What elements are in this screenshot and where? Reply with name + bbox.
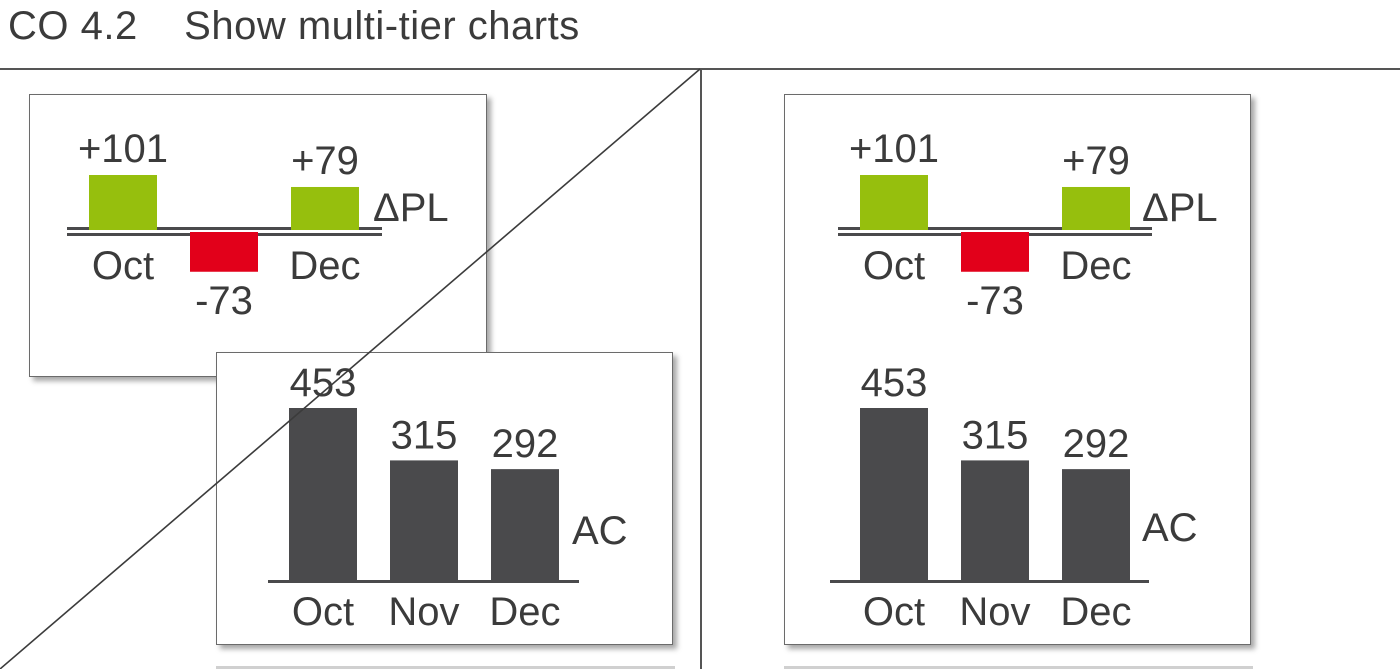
right-delta-axis-line-upper <box>838 227 1152 230</box>
right-ac-value-label-oct: 453 <box>861 361 928 405</box>
left-delta-category-label-oct: Oct <box>92 244 154 288</box>
right-delta-category-label-oct: Oct <box>863 244 925 288</box>
right-ac-bar-nov <box>961 460 1029 580</box>
left-delta-panel: +101 Oct -73 +79 Dec ΔPL <box>29 94 487 377</box>
left-delta-bar-nov <box>190 232 258 272</box>
left-ac-bar-nov <box>390 460 458 580</box>
left-ac-panel: 453 Oct 315 Nov 292 Dec AC <box>216 352 673 645</box>
right-delta-bar-oct <box>860 175 928 230</box>
vertical-divider <box>700 69 702 669</box>
left-ac-axis-line <box>268 580 579 583</box>
left-delta-bar-dec <box>291 186 359 230</box>
right-delta-bar-dec <box>1062 186 1130 230</box>
left-ac-series-label: AC <box>572 509 628 553</box>
right-ac-category-label-oct: Oct <box>863 590 925 634</box>
left-ac-category-label-dec: Dec <box>489 590 560 634</box>
right-delta-category-label-dec: Dec <box>1060 244 1131 288</box>
right-delta-series-label: ΔPL <box>1142 186 1218 230</box>
right-next-panel-edge <box>784 666 1253 669</box>
left-ac-chart: 453 Oct 315 Nov 292 Dec AC <box>268 361 628 634</box>
right-ac-bar-oct <box>860 408 928 580</box>
right-delta-value-label-nov: -73 <box>966 279 1024 323</box>
left-ac-value-label-nov: 315 <box>391 413 458 457</box>
left-delta-bar-oct <box>89 175 157 230</box>
right-ac-axis-line <box>830 580 1149 583</box>
left-ac-bar-oct <box>289 408 357 580</box>
left-ac-bar-dec <box>491 469 559 580</box>
right-ac-value-label-dec: 292 <box>1063 422 1130 466</box>
right-combined-panel: +101 Oct -73 +79 Dec ΔPL 453 Oct 315 Nov 292 Dec AC <box>784 94 1251 645</box>
left-ac-value-label-dec: 292 <box>492 422 559 466</box>
left-delta-category-label-dec: Dec <box>289 244 360 288</box>
left-delta-series-label: ΔPL <box>373 186 449 230</box>
right-delta-value-label-oct: +101 <box>849 127 939 171</box>
right-ac-category-label-dec: Dec <box>1060 590 1131 634</box>
right-delta-bar-nov <box>961 232 1029 272</box>
right-ac-series-label: AC <box>1142 506 1198 550</box>
right-ac-category-label-nov: Nov <box>959 590 1030 634</box>
left-ac-category-label-oct: Oct <box>292 590 354 634</box>
left-delta-value-label-nov: -73 <box>195 279 253 323</box>
page-title: CO 4.2 Show multi-tier charts <box>8 4 580 48</box>
left-ac-category-label-nov: Nov <box>388 590 459 634</box>
right-ac-bar-dec <box>1062 469 1130 580</box>
right-delta-value-label-dec: +79 <box>1062 139 1130 183</box>
left-delta-chart: +101 Oct -73 +79 Dec ΔPL <box>67 127 449 323</box>
right-ac-value-label-nov: 315 <box>962 413 1029 457</box>
left-ac-value-label-oct: 453 <box>290 361 357 405</box>
left-delta-value-label-oct: +101 <box>78 127 168 171</box>
left-delta-value-label-dec: +79 <box>291 139 359 183</box>
